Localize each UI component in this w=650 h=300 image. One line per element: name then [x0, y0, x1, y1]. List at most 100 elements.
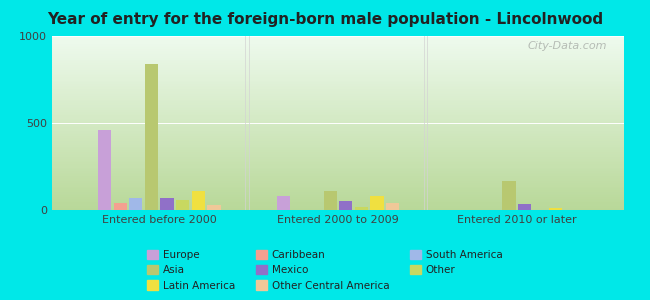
Bar — [52, 95, 624, 97]
Bar — [52, 48, 624, 50]
Bar — [52, 43, 624, 45]
Bar — [52, 191, 624, 193]
Bar — [52, 106, 624, 107]
Bar — [52, 58, 624, 60]
Bar — [52, 69, 624, 71]
Bar — [52, 170, 624, 172]
Bar — [52, 111, 624, 112]
Bar — [52, 200, 624, 201]
Bar — [52, 99, 624, 100]
Bar — [355, 206, 368, 210]
Bar — [145, 64, 158, 210]
Bar — [52, 41, 624, 43]
Bar — [549, 208, 562, 210]
Bar — [52, 193, 624, 194]
Bar — [52, 36, 624, 38]
Bar — [52, 128, 624, 130]
Bar — [52, 93, 624, 95]
Bar — [52, 158, 624, 160]
Bar — [52, 121, 624, 123]
Bar — [52, 90, 624, 92]
Bar — [52, 60, 624, 62]
Bar — [52, 142, 624, 144]
Bar — [52, 160, 624, 161]
Legend: Europe, Asia, Latin America, Caribbean, Mexico, Other Central America, South Ame: Europe, Asia, Latin America, Caribbean, … — [143, 245, 507, 295]
Bar — [52, 83, 624, 85]
Bar — [52, 149, 624, 151]
Bar — [52, 132, 624, 134]
Bar — [52, 118, 624, 119]
Bar — [52, 167, 624, 168]
Bar — [52, 137, 624, 139]
Bar — [52, 62, 624, 64]
Bar — [52, 80, 624, 81]
Bar — [52, 71, 624, 73]
Bar — [114, 203, 127, 210]
Bar — [52, 109, 624, 111]
Bar — [52, 154, 624, 156]
Bar — [52, 97, 624, 99]
Bar — [52, 85, 624, 86]
Bar — [52, 104, 624, 106]
Bar — [52, 50, 624, 52]
Bar — [52, 119, 624, 121]
Bar — [52, 206, 624, 208]
Bar — [52, 194, 624, 196]
Bar — [339, 201, 352, 210]
Bar — [52, 189, 624, 191]
Bar — [52, 188, 624, 189]
Bar — [386, 203, 399, 210]
Bar — [324, 191, 337, 210]
Bar — [161, 198, 174, 210]
Bar — [52, 64, 624, 66]
Bar — [52, 168, 624, 170]
Bar — [52, 53, 624, 55]
Bar — [52, 66, 624, 67]
Bar — [52, 52, 624, 53]
Bar — [52, 196, 624, 198]
Bar — [52, 177, 624, 179]
Bar — [52, 140, 624, 142]
Bar — [52, 151, 624, 153]
Bar — [52, 184, 624, 186]
Bar — [52, 123, 624, 125]
Bar — [518, 204, 531, 210]
Bar — [52, 45, 624, 46]
Bar — [52, 165, 624, 167]
Bar — [52, 146, 624, 147]
Bar — [98, 130, 111, 210]
Bar — [192, 191, 205, 210]
Bar — [277, 196, 290, 210]
Bar — [52, 81, 624, 83]
Bar — [52, 172, 624, 173]
Bar — [52, 46, 624, 48]
Bar — [52, 134, 624, 135]
Bar — [52, 144, 624, 146]
Bar — [52, 161, 624, 163]
Bar — [52, 100, 624, 102]
Bar — [129, 198, 142, 210]
Bar — [52, 135, 624, 137]
Bar — [52, 153, 624, 154]
Bar — [52, 78, 624, 80]
Bar — [52, 88, 624, 90]
Bar — [502, 181, 515, 210]
Bar — [52, 73, 624, 74]
Bar — [52, 127, 624, 128]
Bar — [52, 55, 624, 57]
Bar — [52, 156, 624, 158]
Bar — [52, 116, 624, 118]
Bar — [52, 38, 624, 40]
Bar — [52, 67, 624, 69]
Bar — [52, 205, 624, 206]
Bar — [52, 186, 624, 188]
Bar — [52, 208, 624, 210]
Bar — [52, 182, 624, 184]
Bar — [52, 201, 624, 203]
Bar — [52, 76, 624, 78]
Bar — [52, 74, 624, 76]
Bar — [52, 130, 624, 132]
Bar — [52, 175, 624, 177]
Bar — [207, 205, 220, 210]
Bar — [52, 198, 624, 200]
